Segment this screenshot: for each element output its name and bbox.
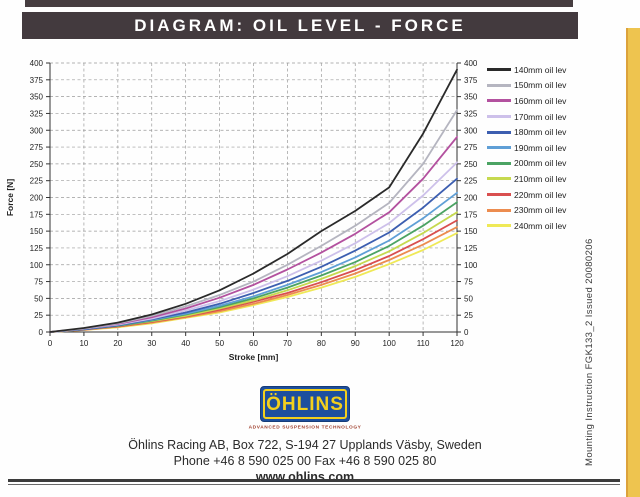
legend-color-dash <box>487 115 511 119</box>
y-tick-label-left: 300 <box>30 126 44 135</box>
x-tick-label: 50 <box>215 339 224 348</box>
legend-label: 180mm oil lev <box>514 127 567 138</box>
y-tick-label-left: 100 <box>30 261 44 270</box>
legend-label: 150mm oil lev <box>514 80 567 91</box>
legend-color-dash <box>487 224 511 228</box>
y-tick-label-right: 125 <box>464 244 478 253</box>
y-tick-label-left: 250 <box>30 160 44 169</box>
legend-item: 160mm oil lev <box>487 93 566 109</box>
legend-label: 200mm oil lev <box>514 158 567 169</box>
legend-item: 170mm oil lev <box>487 109 566 125</box>
legend-label: 190mm oil lev <box>514 142 567 153</box>
yellow-edge-band <box>626 28 640 497</box>
y-tick-label-right: 325 <box>464 109 478 118</box>
legend-color-dash <box>487 193 511 197</box>
legend-color-dash <box>487 177 511 181</box>
y-tick-label-right: 400 <box>464 59 478 68</box>
legend-item: 140mm oil lev <box>487 62 566 78</box>
x-axis-title: Stroke [mm] <box>229 352 279 362</box>
y-tick-label-left: 50 <box>34 294 43 303</box>
legend-color-dash <box>487 68 511 72</box>
legend-item: 240mm oil lev <box>487 218 566 234</box>
legend-color-dash <box>487 146 511 150</box>
legend-item: 230mm oil lev <box>487 202 566 218</box>
y-tick-label-left: 25 <box>34 311 43 320</box>
legend-color-dash <box>487 99 511 103</box>
series-line-140mm-oil-lev <box>49 68 458 333</box>
legend-color-dash <box>487 83 511 87</box>
y-tick-label-left: 0 <box>39 328 44 337</box>
legend-item: 200mm oil lev <box>487 156 566 172</box>
legend-item: 180mm oil lev <box>487 124 566 140</box>
legend-item: 190mm oil lev <box>487 140 566 156</box>
y-axis-title: Force [N] <box>5 179 15 216</box>
x-tick-label: 10 <box>79 339 88 348</box>
legend-item: 220mm oil lev <box>487 187 566 203</box>
page-title: DIAGRAM: OIL LEVEL - FORCE <box>134 15 466 35</box>
legend-item: 210mm oil lev <box>487 171 566 187</box>
top-scan-strip <box>25 0 573 7</box>
legend-label: 220mm oil lev <box>514 189 567 200</box>
y-tick-label-right: 0 <box>464 328 469 337</box>
x-tick-label: 0 <box>48 339 53 348</box>
y-tick-label-right: 350 <box>464 93 478 102</box>
ohlins-logo-frame: ÖHLINS <box>263 389 347 419</box>
y-tick-label-right: 150 <box>464 227 478 236</box>
y-tick-label-left: 75 <box>34 278 43 287</box>
mounting-instruction-note: Mounting Instruction FGK133_2 Issued 200… <box>584 238 595 466</box>
y-tick-label-left: 400 <box>30 59 44 68</box>
ohlins-logo: ÖHLINS <box>260 386 350 422</box>
y-tick-label-right: 225 <box>464 177 478 186</box>
y-tick-label-right: 375 <box>464 76 478 85</box>
legend-color-dash <box>487 208 511 212</box>
x-tick-label: 20 <box>113 339 122 348</box>
x-tick-label: 30 <box>147 339 156 348</box>
y-tick-label-left: 175 <box>30 210 44 219</box>
chart-legend: 140mm oil lev 150mm oil lev 160mm oil lev 1… <box>487 62 566 234</box>
y-tick-label-right: 50 <box>464 294 473 303</box>
legend-label: 210mm oil lev <box>514 173 567 184</box>
x-tick-label: 40 <box>181 339 190 348</box>
y-tick-label-left: 275 <box>30 143 44 152</box>
y-tick-label-left: 375 <box>30 76 44 85</box>
y-tick-label-right: 250 <box>464 160 478 169</box>
phone-fax-line: Phone +46 8 590 025 00 Fax +46 8 590 025… <box>173 454 437 468</box>
legend-color-dash <box>487 130 511 134</box>
ohlins-logo-text: ÖHLINS <box>266 393 344 415</box>
y-tick-label-left: 200 <box>30 194 44 203</box>
logo-tagline: ADVANCED SUSPENSION TECHNOLOGY <box>248 424 362 430</box>
x-tick-label: 120 <box>450 339 464 348</box>
y-tick-label-right: 100 <box>464 261 478 270</box>
y-tick-label-right: 175 <box>464 210 478 219</box>
y-tick-label-left: 150 <box>30 227 44 236</box>
legend-item: 150mm oil lev <box>487 78 566 94</box>
x-tick-label: 90 <box>351 339 360 348</box>
y-tick-label-right: 300 <box>464 126 478 135</box>
legend-label: 170mm oil lev <box>514 111 567 122</box>
legend-label: 160mm oil lev <box>514 95 567 106</box>
legend-color-dash <box>487 161 511 165</box>
bottom-rule <box>8 479 620 485</box>
y-tick-label-right: 25 <box>464 311 473 320</box>
legend-label: 230mm oil lev <box>514 205 567 216</box>
x-tick-label: 110 <box>417 339 430 348</box>
y-tick-label-right: 200 <box>464 194 478 203</box>
legend-label: 140mm oil lev <box>514 64 567 75</box>
x-tick-label: 100 <box>382 339 396 348</box>
y-tick-label-right: 75 <box>464 278 473 287</box>
title-bar: DIAGRAM: OIL LEVEL - FORCE <box>22 12 578 39</box>
x-tick-label: 60 <box>249 339 258 348</box>
legend-label: 240mm oil lev <box>514 220 567 231</box>
y-tick-label-right: 275 <box>464 143 478 152</box>
y-tick-label-left: 325 <box>30 109 44 118</box>
company-address: Öhlins Racing AB, Box 722, S-194 27 Uppl… <box>128 438 482 452</box>
y-tick-label-left: 125 <box>30 244 44 253</box>
y-tick-label-left: 225 <box>30 177 44 186</box>
y-tick-label-left: 350 <box>30 93 44 102</box>
footer: ÖHLINS ADVANCED SUSPENSION TECHNOLOGY Öh… <box>0 386 610 484</box>
x-tick-label: 80 <box>317 339 326 348</box>
x-tick-label: 70 <box>283 339 292 348</box>
